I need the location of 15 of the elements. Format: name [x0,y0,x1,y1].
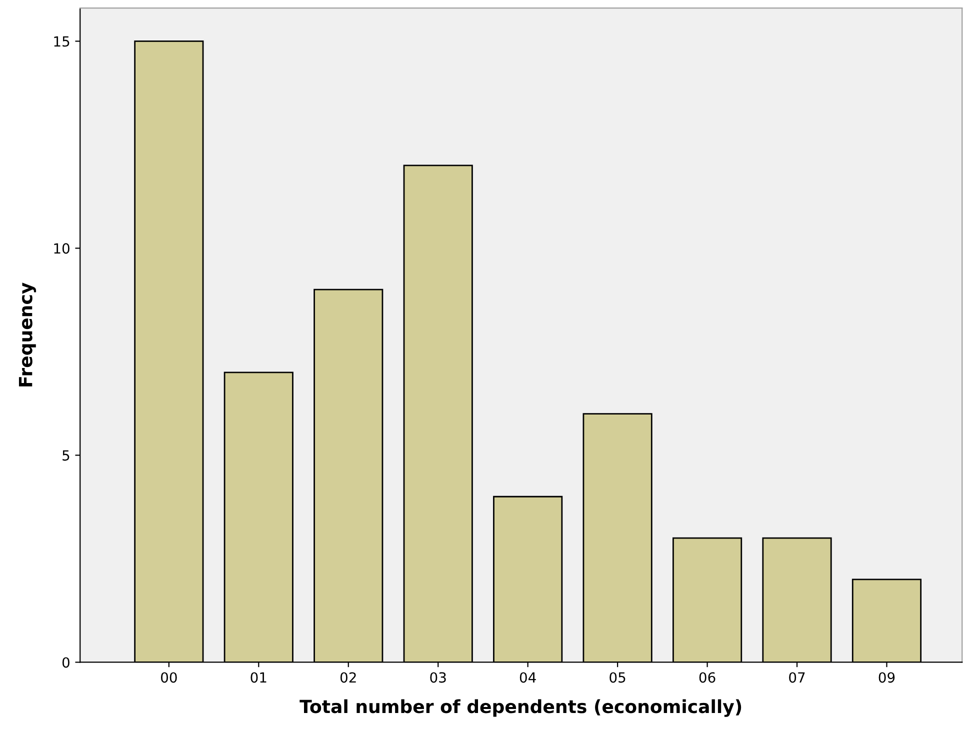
y-tick-label: 5 [62,450,70,461]
x-tick-label: 09 [878,672,895,683]
x-tick-label: 02 [340,672,356,683]
y-tick-label: 0 [62,657,70,668]
x-tick-label: 00 [161,672,177,683]
y-tick-label: 10 [54,243,70,254]
x-tick-label: 04 [520,672,536,683]
y-tick-label: 15 [54,36,70,47]
x-tick-label: 06 [699,672,716,683]
x-tick-label: 03 [430,672,446,683]
x-tick-label: 07 [789,672,805,683]
x-axis-title: Total number of dependents (economically) [300,699,742,717]
x-tick-label: 01 [250,672,266,683]
x-tick-label: 05 [610,672,626,683]
y-axis-title: Frequency [18,282,36,386]
